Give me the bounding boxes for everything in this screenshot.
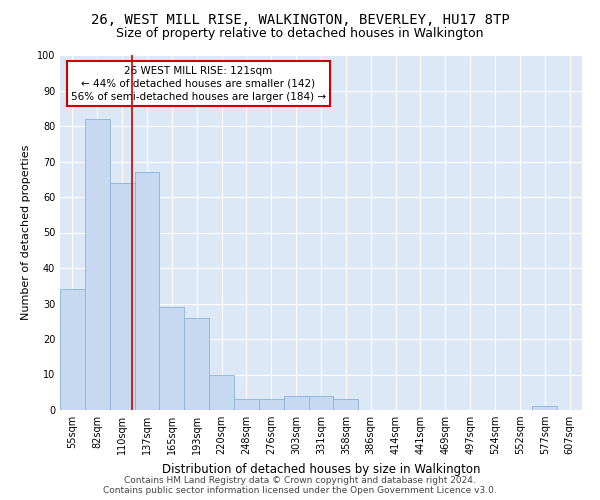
Bar bbox=[284, 396, 308, 410]
Bar bbox=[308, 396, 334, 410]
Bar bbox=[85, 119, 110, 410]
Bar bbox=[234, 400, 259, 410]
Bar bbox=[184, 318, 209, 410]
Bar bbox=[134, 172, 160, 410]
Bar bbox=[209, 374, 234, 410]
X-axis label: Distribution of detached houses by size in Walkington: Distribution of detached houses by size … bbox=[162, 462, 480, 475]
Text: 26, WEST MILL RISE, WALKINGTON, BEVERLEY, HU17 8TP: 26, WEST MILL RISE, WALKINGTON, BEVERLEY… bbox=[91, 12, 509, 26]
Bar bbox=[110, 183, 134, 410]
Text: Size of property relative to detached houses in Walkington: Size of property relative to detached ho… bbox=[116, 28, 484, 40]
Bar bbox=[532, 406, 557, 410]
Bar bbox=[60, 290, 85, 410]
Y-axis label: Number of detached properties: Number of detached properties bbox=[21, 145, 31, 320]
Bar bbox=[160, 307, 184, 410]
Bar bbox=[259, 400, 284, 410]
Bar bbox=[334, 400, 358, 410]
Text: 26 WEST MILL RISE: 121sqm
← 44% of detached houses are smaller (142)
56% of semi: 26 WEST MILL RISE: 121sqm ← 44% of detac… bbox=[71, 66, 326, 102]
Text: Contains HM Land Registry data © Crown copyright and database right 2024.
Contai: Contains HM Land Registry data © Crown c… bbox=[103, 476, 497, 495]
